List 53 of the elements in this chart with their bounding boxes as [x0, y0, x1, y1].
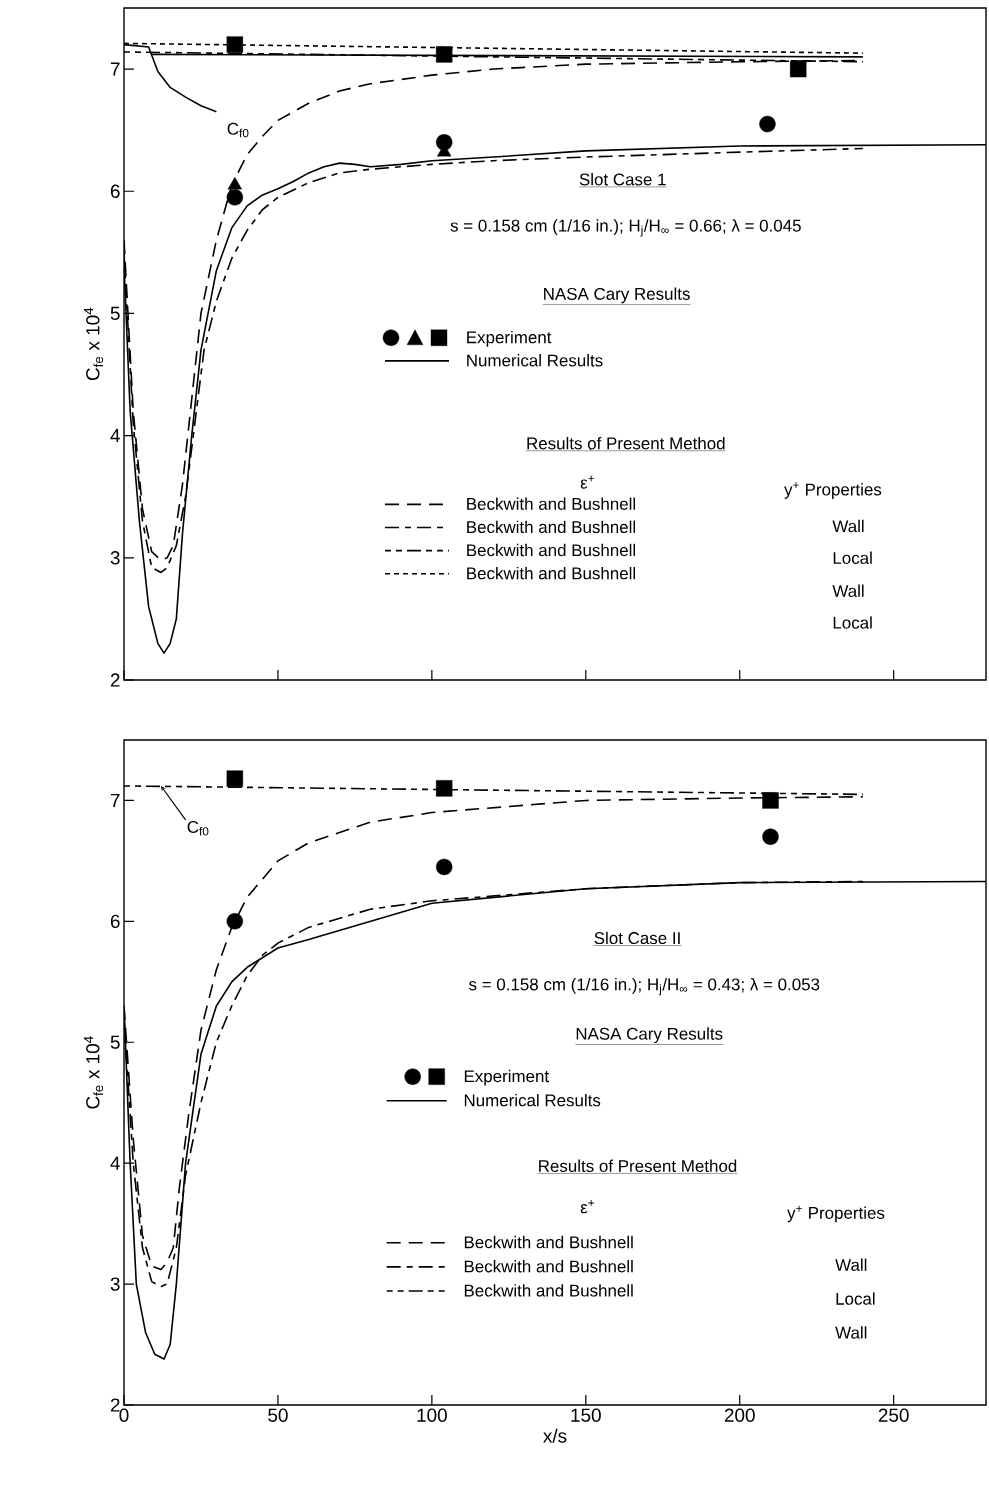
legend-label: Numerical Results — [464, 1093, 601, 1107]
legend-label: Experiment — [467, 330, 552, 347]
annotation: ε$^{+}$ — [580, 475, 595, 489]
y-tick-label: 2 — [110, 673, 120, 687]
legend-label: Beckwith and Bushnell — [467, 543, 636, 557]
y-tick-label: 7 — [110, 793, 120, 807]
legend-label: Beckwith and Bushnell — [467, 497, 636, 510]
annotation: y$^{+}$ Properties — [787, 1205, 885, 1223]
y-tick-label: 3 — [110, 1277, 120, 1291]
legend-label: Beckwith and Bushnell — [464, 1235, 633, 1249]
y-tick-label: 4 — [110, 1156, 120, 1170]
annotation: Wall — [835, 1258, 867, 1271]
annotation: Wall — [832, 584, 864, 598]
y-tick-label: 2 — [110, 1398, 120, 1412]
y-tick-label: 5 — [110, 306, 120, 321]
annotation: Local — [833, 616, 872, 629]
annotation: Results of Present Method — [539, 1159, 737, 1173]
y-tick-label: 4 — [110, 429, 120, 443]
y-tick-label: 7 — [110, 62, 120, 76]
annotation: Slot Case II — [594, 931, 680, 945]
annotation: s = 0.158 cm (1/16 in.); H$_{j}$/H$_{∞}$ = 0.43; λ = 0.053 — [469, 977, 820, 996]
annotation: Wall — [832, 519, 864, 533]
legend-label: Beckwith and Bushnell — [467, 566, 636, 580]
y-axis-title: C$_{fe}$ x 10$^{4}$ — [83, 307, 104, 381]
legend-label: Experiment — [464, 1069, 549, 1086]
legend-label: Numerical Results — [467, 354, 603, 367]
x-tick-label: 200 — [724, 1408, 755, 1422]
y-tick-label: 6 — [110, 914, 120, 929]
y-tick-label: 3 — [110, 551, 120, 565]
annotation: ε$^{+}$ — [580, 1200, 595, 1214]
x-tick-label: 50 — [268, 1408, 288, 1422]
annotation: s = 0.158 cm (1/16 in.); H$_{j}$/H$_{∞}$ = 0.66; λ = 0.045 — [450, 219, 801, 237]
legend-label: Beckwith and Bushnell — [464, 1260, 633, 1273]
x-tick-label: 250 — [878, 1408, 909, 1422]
annotation: C$_{f0}$ — [227, 122, 249, 138]
x-tick-label: 100 — [417, 1408, 447, 1422]
annotation: Results of Present Method — [527, 436, 725, 450]
y-tick-label: 5 — [110, 1035, 120, 1049]
x-axis-title: x/s — [543, 1428, 567, 1443]
annotation: NASA Cary Results — [544, 287, 690, 304]
annotation: NASA Cary Results — [576, 1027, 723, 1044]
annotation: y$^{+}$ Properties — [784, 482, 882, 499]
y-axis-title: C$_{fe}$ x 10$^{4}$ — [83, 1036, 104, 1109]
annotation: Local — [833, 551, 872, 565]
x-tick-label: 150 — [571, 1408, 601, 1422]
legend-label: Beckwith and Bushnell — [464, 1284, 633, 1297]
annotation: Slot Case 1 — [579, 173, 666, 186]
legend-label: Beckwith and Bushnell — [467, 520, 636, 534]
y-tick-label: 6 — [110, 184, 120, 198]
x-tick-label: 0 — [119, 1408, 129, 1422]
annotation: Wall — [835, 1326, 867, 1339]
annotation: C$_{f0}$ — [187, 820, 209, 836]
annotation: Local — [836, 1292, 875, 1305]
